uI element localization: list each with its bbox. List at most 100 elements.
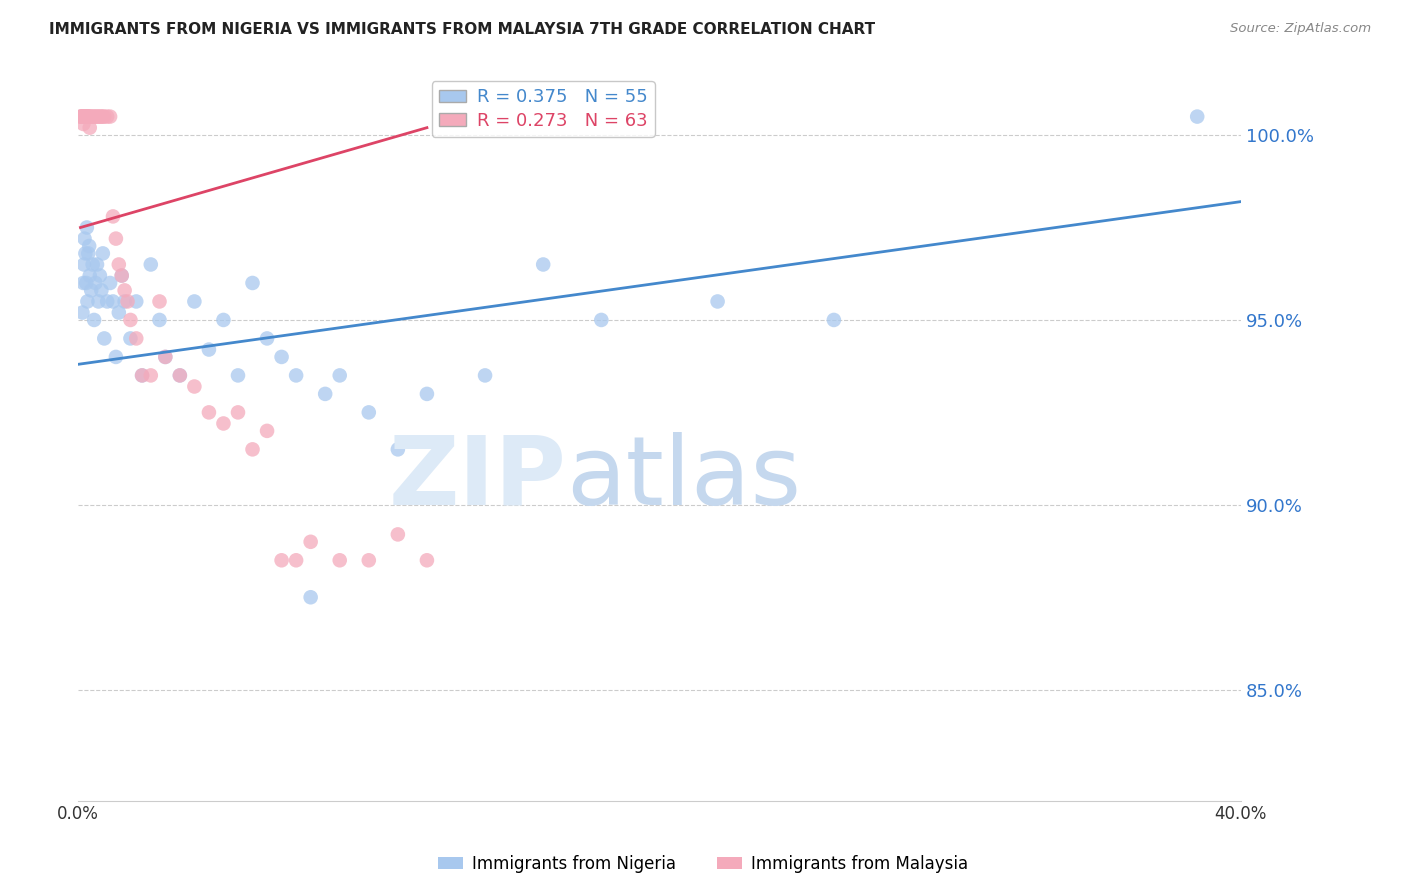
Point [96, 294, 118, 309]
Point [86, 258, 108, 272]
Point [73, 110, 96, 124]
Point [242, 276, 264, 290]
Point [90, 284, 112, 298]
Point [256, 331, 278, 345]
Point [111, 268, 134, 283]
Point [77, 110, 100, 124]
Point [591, 313, 613, 327]
Point [270, 553, 292, 567]
Text: atlas: atlas [567, 432, 801, 525]
Point [155, 350, 177, 364]
Point [226, 405, 249, 419]
Point [148, 313, 170, 327]
Point [76, 294, 98, 309]
Point [73, 110, 96, 124]
Point [83, 110, 105, 124]
Point [169, 368, 191, 383]
Point [79, 110, 101, 124]
Point [89, 268, 111, 283]
Text: Source: ZipAtlas.com: Source: ZipAtlas.com [1230, 22, 1371, 36]
Point [72, 276, 94, 290]
Point [77, 239, 100, 253]
Point [111, 268, 134, 283]
Point [212, 417, 235, 431]
Point [82, 258, 104, 272]
Point [70, 110, 93, 124]
Point [120, 313, 142, 327]
Point [198, 405, 221, 419]
Point [76, 110, 98, 124]
Point [75, 276, 97, 290]
Point [82, 110, 104, 124]
Point [72, 305, 94, 319]
Point [329, 553, 352, 567]
Point [108, 305, 131, 319]
Point [93, 331, 115, 345]
Point [416, 387, 439, 401]
Point [90, 110, 112, 124]
Point [706, 294, 728, 309]
Point [73, 110, 96, 124]
Point [120, 331, 142, 345]
Point [131, 368, 153, 383]
Point [83, 313, 105, 327]
Point [212, 313, 235, 327]
Point [80, 110, 103, 124]
Point [474, 368, 496, 383]
Point [198, 343, 221, 357]
Point [87, 294, 110, 309]
Point [823, 313, 845, 327]
Point [76, 220, 98, 235]
Point [108, 258, 131, 272]
Point [139, 258, 162, 272]
Point [75, 110, 97, 124]
Point [98, 276, 121, 290]
Point [101, 210, 124, 224]
Point [329, 368, 352, 383]
Point [285, 368, 308, 383]
Point [76, 110, 98, 124]
Point [75, 246, 97, 260]
Point [117, 294, 139, 309]
Point [357, 405, 380, 419]
Point [285, 553, 308, 567]
Point [148, 294, 170, 309]
Point [169, 368, 191, 383]
Point [76, 110, 98, 124]
Point [87, 110, 110, 124]
Point [131, 368, 153, 383]
Point [270, 350, 292, 364]
Point [155, 350, 177, 364]
Point [531, 258, 554, 272]
Point [75, 110, 97, 124]
Point [75, 110, 97, 124]
Legend: R = 0.375   N = 55, R = 0.273   N = 63: R = 0.375 N = 55, R = 0.273 N = 63 [432, 81, 655, 137]
Point [73, 110, 96, 124]
Point [77, 246, 100, 260]
Point [98, 110, 121, 124]
Point [125, 294, 148, 309]
Point [314, 387, 336, 401]
Point [357, 553, 380, 567]
Point [69, 110, 91, 124]
Point [84, 110, 107, 124]
Point [299, 534, 322, 549]
Point [96, 110, 118, 124]
Point [101, 294, 124, 309]
Point [256, 424, 278, 438]
Point [72, 110, 94, 124]
Point [75, 110, 97, 124]
Point [70, 110, 93, 124]
Point [387, 527, 409, 541]
Point [89, 110, 111, 124]
Point [93, 110, 115, 124]
Point [387, 442, 409, 457]
Point [1185, 110, 1208, 124]
Text: ZIP: ZIP [388, 432, 567, 525]
Point [80, 284, 103, 298]
Legend: Immigrants from Nigeria, Immigrants from Malaysia: Immigrants from Nigeria, Immigrants from… [432, 848, 974, 880]
Point [299, 591, 322, 605]
Text: IMMIGRANTS FROM NIGERIA VS IMMIGRANTS FROM MALAYSIA 7TH GRADE CORRELATION CHART: IMMIGRANTS FROM NIGERIA VS IMMIGRANTS FR… [49, 22, 876, 37]
Point [183, 379, 205, 393]
Point [72, 110, 94, 124]
